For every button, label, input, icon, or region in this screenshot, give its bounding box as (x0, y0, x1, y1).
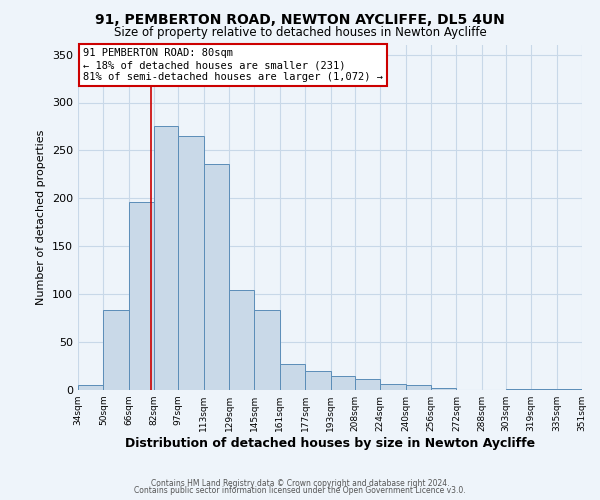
Text: 91, PEMBERTON ROAD, NEWTON AYCLIFFE, DL5 4UN: 91, PEMBERTON ROAD, NEWTON AYCLIFFE, DL5… (95, 12, 505, 26)
Bar (203, 164, 229, 390)
Y-axis label: Number of detached properties: Number of detached properties (37, 130, 46, 305)
Bar (431, 388, 457, 390)
X-axis label: Distribution of detached houses by size in Newton Aycliffe: Distribution of detached houses by size … (125, 437, 535, 450)
Bar (380, 384, 406, 390)
Bar (254, 310, 280, 390)
Bar (305, 371, 331, 390)
Text: 91 PEMBERTON ROAD: 80sqm
← 18% of detached houses are smaller (231)
81% of semi-: 91 PEMBERTON ROAD: 80sqm ← 18% of detach… (83, 48, 383, 82)
Bar (103, 310, 129, 390)
Bar (506, 389, 531, 390)
Text: Size of property relative to detached houses in Newton Aycliffe: Size of property relative to detached ho… (113, 26, 487, 39)
Bar (154, 126, 178, 390)
Bar (331, 376, 355, 390)
Bar (178, 136, 203, 390)
Bar (406, 385, 431, 390)
Bar (280, 364, 305, 390)
Text: Contains HM Land Registry data © Crown copyright and database right 2024.: Contains HM Land Registry data © Crown c… (151, 478, 449, 488)
Bar (355, 378, 380, 390)
Text: Contains public sector information licensed under the Open Government Licence v3: Contains public sector information licen… (134, 486, 466, 495)
Bar (129, 202, 154, 390)
Bar (557, 389, 582, 390)
Bar (78, 385, 103, 390)
Bar (531, 389, 557, 390)
Bar (229, 290, 254, 390)
